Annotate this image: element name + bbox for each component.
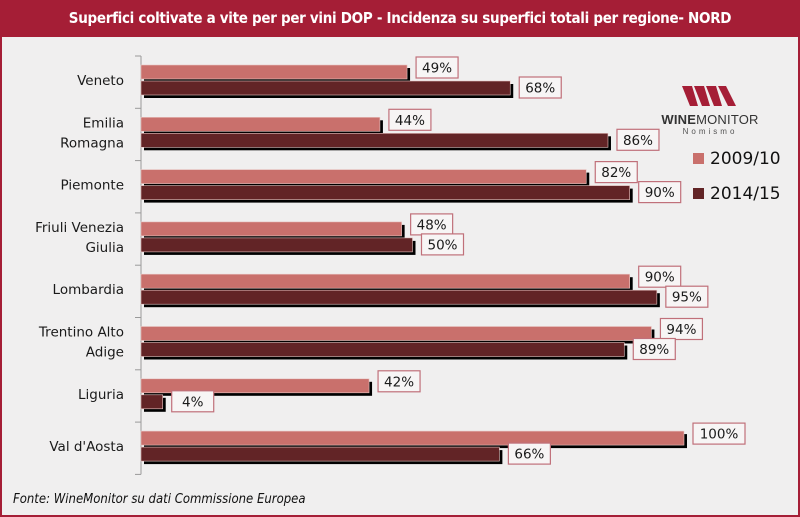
bar-2014-15 [140, 185, 631, 200]
data-label: 68% [525, 81, 555, 97]
logo-mark-icon [682, 86, 736, 106]
category-label: Lombardia [53, 282, 124, 298]
bar-chart: Veneto 49% 68% Emilia Romagna 44% 86% Piemonte 8… [35, 55, 781, 475]
data-label: 100% [700, 427, 739, 443]
category-label: Friuli Venezia [35, 220, 124, 236]
bar-2009-10 [140, 169, 587, 184]
data-label: 89% [639, 342, 669, 358]
data-label-box [665, 285, 709, 308]
legend-label: 2014/15 [710, 184, 781, 204]
bar-2014-15 [140, 133, 609, 148]
bar-2009-10 [140, 326, 652, 341]
data-label-box [616, 128, 660, 151]
winemonitor-logo: WINEMONITOR Nomismo [660, 84, 760, 137]
data-label-box [415, 56, 459, 79]
legend-label: 2009/10 [710, 149, 781, 169]
bar-2009-10 [140, 64, 408, 80]
bar-2009-10 [140, 430, 685, 446]
data-label: 90% [645, 270, 675, 286]
data-label: 82% [601, 165, 631, 181]
category-label: Giulia [85, 240, 124, 256]
category-label: Val d'Aosta [49, 439, 124, 455]
data-label-box [420, 233, 465, 256]
data-label: 95% [672, 290, 702, 306]
data-label: 44% [395, 113, 425, 129]
bar-2009-10 [140, 221, 402, 237]
category-label: Emilia [83, 115, 124, 131]
category-label: Trentino Alto [38, 325, 124, 341]
bar-2014-15 [140, 80, 511, 96]
category-label: Liguria [78, 387, 124, 403]
data-label: 86% [623, 133, 653, 149]
data-label-box [594, 160, 638, 184]
bar-2009-10 [140, 378, 370, 394]
logo-subtitle: Nomismo [682, 127, 738, 136]
chart-title: Superfici coltivate a vite per per vini … [0, 0, 800, 37]
legend-swatch [693, 153, 704, 164]
data-label-box [171, 390, 215, 413]
bar-2014-15 [140, 342, 625, 357]
data-label-box [388, 108, 432, 131]
category-label: Piemonte [61, 178, 124, 194]
data-label-box [632, 337, 676, 361]
data-label: 66% [514, 447, 544, 463]
data-label-box [507, 442, 551, 465]
data-label: 49% [422, 61, 452, 77]
bar-2014-15 [140, 446, 500, 462]
source-note: Fonte: WineMonitor su dati Commissione E… [13, 492, 306, 507]
logo-wordmark: WINEMONITOR [661, 112, 759, 127]
data-label: 90% [645, 185, 675, 201]
bar-2014-15 [140, 289, 658, 305]
legend-swatch [693, 188, 704, 199]
category-label: Adige [86, 345, 124, 361]
category-label: Romagna [60, 135, 124, 151]
data-label-box [659, 317, 704, 341]
bar-2009-10 [140, 273, 631, 289]
data-label: 48% [417, 217, 447, 233]
bar-2014-15 [140, 394, 164, 410]
data-label-box [638, 181, 682, 204]
data-label-box [518, 76, 562, 99]
bar-2014-15 [140, 237, 413, 253]
category-label: Veneto [77, 73, 124, 89]
data-label: 42% [384, 374, 414, 390]
data-label: 94% [666, 322, 696, 338]
data-label-box [692, 422, 746, 445]
data-label: 50% [427, 237, 457, 253]
data-label: 4% [182, 394, 204, 410]
data-label-box [638, 265, 682, 288]
data-label-box [377, 370, 421, 393]
bar-2009-10 [140, 117, 381, 132]
